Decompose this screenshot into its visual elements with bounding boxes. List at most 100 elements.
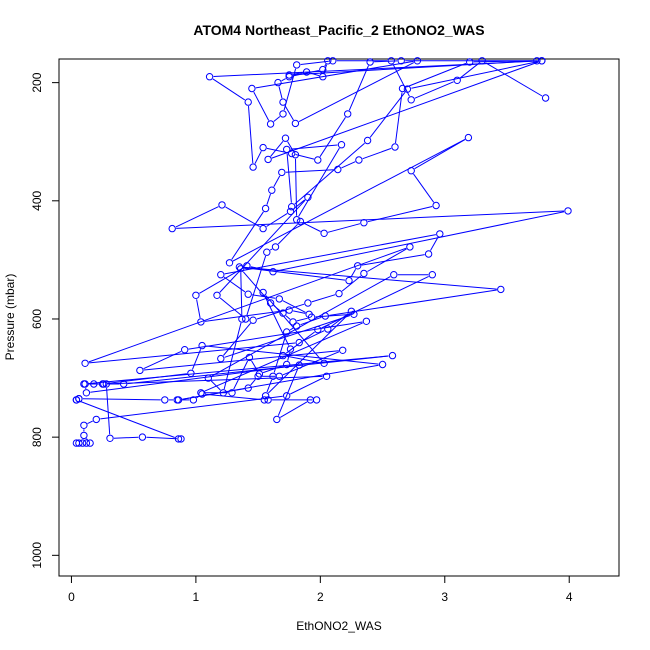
series-segment bbox=[414, 81, 454, 99]
data-point bbox=[285, 306, 293, 314]
series-segment bbox=[282, 300, 306, 313]
series-segment bbox=[323, 64, 328, 74]
x-tick-label: 4 bbox=[566, 590, 573, 604]
series-segment bbox=[233, 360, 249, 390]
data-point bbox=[271, 243, 280, 251]
series-segment bbox=[253, 91, 270, 121]
series-segment bbox=[87, 355, 389, 385]
series-segment bbox=[100, 395, 283, 420]
plot-area bbox=[72, 57, 572, 447]
data-point bbox=[436, 230, 444, 238]
data-point bbox=[286, 345, 295, 353]
y-axis: 200 400 600 800 1000 bbox=[30, 72, 59, 569]
data-point bbox=[248, 84, 256, 93]
data-point bbox=[213, 291, 221, 299]
series-segment bbox=[302, 330, 325, 342]
series-segment bbox=[282, 351, 340, 376]
series-segment bbox=[106, 387, 111, 435]
data-point bbox=[296, 217, 305, 226]
data-point bbox=[219, 389, 228, 397]
series-segment bbox=[341, 275, 362, 292]
series-segment bbox=[362, 147, 392, 160]
data-point bbox=[264, 396, 272, 404]
data-point bbox=[237, 265, 245, 273]
series-segment bbox=[271, 61, 539, 159]
data-point bbox=[533, 57, 541, 65]
series-segment bbox=[311, 294, 336, 303]
data-point bbox=[497, 285, 505, 294]
series-segment bbox=[277, 223, 298, 245]
data-point bbox=[293, 322, 301, 330]
data-point bbox=[304, 193, 312, 202]
data-point bbox=[312, 396, 321, 404]
data-point bbox=[360, 269, 368, 278]
data-point bbox=[283, 328, 291, 336]
data-point bbox=[286, 207, 295, 216]
data-point bbox=[390, 271, 398, 279]
data-point bbox=[242, 315, 250, 323]
data-point bbox=[259, 143, 267, 152]
series-segment bbox=[392, 64, 410, 97]
data-point bbox=[174, 396, 183, 404]
series-segment bbox=[298, 147, 340, 217]
data-point bbox=[432, 201, 440, 210]
series-segment bbox=[277, 368, 299, 416]
series-segment bbox=[248, 106, 254, 164]
data-point bbox=[92, 415, 101, 424]
series-segment bbox=[292, 70, 320, 77]
data-point bbox=[275, 372, 283, 380]
series-segment bbox=[460, 62, 480, 79]
data-point bbox=[464, 133, 473, 142]
series-segment bbox=[231, 211, 264, 260]
data-point bbox=[329, 57, 337, 65]
data-point bbox=[269, 372, 277, 380]
data-point bbox=[541, 94, 550, 102]
data-point bbox=[244, 384, 252, 392]
data-point bbox=[388, 351, 397, 360]
data-point bbox=[295, 361, 303, 369]
data-point bbox=[355, 156, 363, 164]
data-point bbox=[75, 439, 83, 447]
series-segment bbox=[266, 193, 271, 205]
x-tick-label: 2 bbox=[317, 590, 324, 604]
data-point bbox=[406, 243, 414, 251]
series-segment bbox=[296, 317, 308, 322]
series-segment bbox=[254, 150, 262, 164]
data-point bbox=[314, 156, 322, 164]
data-point bbox=[225, 259, 234, 267]
data-point bbox=[320, 359, 328, 367]
series-segment bbox=[113, 436, 139, 439]
series-segment bbox=[223, 322, 242, 390]
series-segment bbox=[223, 322, 251, 356]
data-point bbox=[138, 433, 147, 441]
data-point bbox=[82, 389, 91, 397]
data-point bbox=[259, 224, 267, 233]
series-segment bbox=[211, 276, 391, 377]
series-segment bbox=[240, 272, 243, 316]
data-point bbox=[339, 346, 347, 354]
series-segment bbox=[188, 321, 363, 350]
data-point bbox=[174, 435, 183, 443]
series-segment bbox=[430, 237, 439, 251]
data-point bbox=[198, 390, 206, 398]
series-segment bbox=[80, 400, 175, 438]
series-segment bbox=[290, 377, 324, 395]
series-segment bbox=[246, 255, 267, 316]
series-segment bbox=[324, 64, 327, 67]
data-point bbox=[360, 219, 368, 227]
data-point bbox=[81, 359, 89, 367]
series-segment bbox=[243, 266, 497, 290]
data-point bbox=[478, 57, 486, 65]
series-segment bbox=[286, 153, 292, 203]
series-segment bbox=[251, 360, 258, 371]
series-segment bbox=[90, 365, 296, 393]
series-segment bbox=[395, 92, 403, 144]
y-tick-label: 600 bbox=[30, 309, 44, 329]
data-point bbox=[453, 76, 461, 85]
data-point bbox=[391, 143, 399, 151]
data-point bbox=[279, 110, 287, 118]
data-point bbox=[285, 73, 293, 81]
data-point bbox=[564, 207, 572, 215]
data-point bbox=[362, 317, 371, 325]
